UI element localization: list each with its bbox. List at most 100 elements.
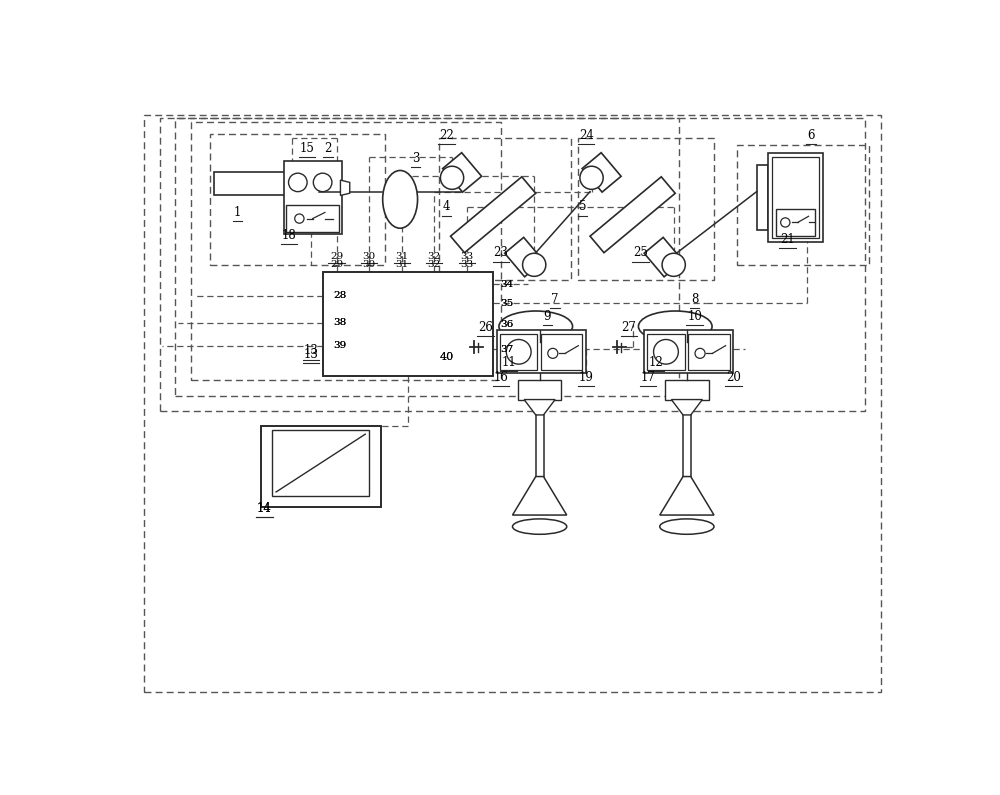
Text: 9: 9: [544, 309, 551, 323]
Circle shape: [654, 339, 678, 364]
Ellipse shape: [499, 311, 573, 342]
Text: 40: 40: [440, 352, 454, 363]
Bar: [578, 138, 714, 280]
Text: 5: 5: [578, 200, 586, 213]
Polygon shape: [590, 176, 675, 253]
Text: 22: 22: [439, 129, 454, 142]
Text: 17: 17: [641, 371, 656, 384]
Text: 34: 34: [500, 280, 514, 289]
Ellipse shape: [512, 519, 567, 534]
Text: 28: 28: [333, 291, 346, 300]
Text: 30: 30: [362, 260, 376, 270]
Text: 7: 7: [551, 293, 559, 305]
Text: 3: 3: [412, 152, 419, 165]
Text: 29: 29: [330, 252, 343, 261]
Bar: [284, 161, 342, 234]
Text: 31: 31: [395, 252, 408, 261]
Text: 35: 35: [500, 299, 514, 308]
Bar: [757, 165, 768, 230]
Circle shape: [313, 173, 332, 192]
Text: 38: 38: [333, 318, 346, 327]
Text: 37: 37: [500, 345, 514, 354]
Text: 27: 27: [621, 321, 636, 334]
Polygon shape: [340, 180, 350, 196]
Bar: [191, 122, 501, 380]
Polygon shape: [671, 400, 702, 415]
Text: 13: 13: [304, 344, 318, 357]
Bar: [768, 153, 822, 242]
Bar: [323, 273, 493, 377]
Text: 1: 1: [234, 206, 241, 219]
Text: 33: 33: [460, 260, 473, 270]
Text: 35: 35: [500, 299, 514, 308]
Bar: [772, 157, 819, 238]
Polygon shape: [451, 176, 536, 253]
Polygon shape: [644, 238, 683, 277]
Text: 24: 24: [579, 129, 594, 142]
Text: 4: 4: [443, 200, 450, 213]
Bar: [160, 118, 865, 411]
Ellipse shape: [638, 311, 712, 342]
Bar: [214, 173, 319, 196]
Bar: [644, 330, 733, 373]
Polygon shape: [660, 476, 714, 515]
Polygon shape: [582, 153, 621, 192]
Bar: [500, 334, 537, 370]
Text: 8: 8: [691, 293, 698, 305]
Text: 32: 32: [428, 252, 441, 261]
Bar: [175, 118, 679, 396]
Text: 29: 29: [330, 260, 343, 270]
Text: 32: 32: [428, 260, 441, 270]
Text: 31: 31: [395, 260, 408, 270]
Text: 6: 6: [807, 129, 815, 142]
Text: 28: 28: [333, 291, 346, 300]
Text: 36: 36: [500, 320, 514, 328]
Bar: [497, 330, 586, 373]
Bar: [261, 426, 381, 507]
Circle shape: [523, 254, 546, 277]
Bar: [688, 334, 730, 370]
Text: 36: 36: [500, 320, 514, 328]
Circle shape: [440, 166, 464, 189]
Text: 14: 14: [257, 502, 272, 515]
Text: 39: 39: [333, 341, 346, 350]
Bar: [737, 145, 869, 265]
Ellipse shape: [660, 519, 714, 534]
Circle shape: [506, 339, 531, 364]
Polygon shape: [512, 476, 567, 515]
Text: 40: 40: [440, 352, 454, 363]
Text: 39: 39: [333, 341, 346, 350]
Ellipse shape: [383, 170, 418, 228]
Text: 2: 2: [324, 142, 332, 155]
Polygon shape: [443, 153, 482, 192]
Polygon shape: [524, 400, 555, 415]
Text: 12: 12: [648, 355, 663, 369]
Polygon shape: [505, 238, 544, 277]
Bar: [647, 334, 685, 370]
Circle shape: [289, 173, 307, 192]
Text: 19: 19: [579, 371, 594, 384]
Text: 23: 23: [493, 246, 508, 259]
Bar: [518, 380, 561, 400]
Circle shape: [662, 254, 685, 277]
Text: 18: 18: [282, 229, 297, 242]
Bar: [541, 334, 582, 370]
Text: 37: 37: [500, 345, 514, 354]
Bar: [210, 134, 385, 265]
Text: 30: 30: [362, 252, 376, 261]
Text: 13: 13: [304, 348, 318, 361]
Bar: [272, 430, 369, 496]
Text: 25: 25: [633, 246, 648, 259]
Circle shape: [580, 166, 603, 189]
Text: 38: 38: [333, 318, 346, 327]
Bar: [665, 380, 709, 400]
Text: 20: 20: [726, 371, 741, 384]
Text: 33: 33: [460, 252, 473, 261]
Bar: [776, 208, 815, 235]
Bar: [286, 205, 339, 231]
Text: 26: 26: [478, 321, 493, 334]
Text: 11: 11: [501, 355, 516, 369]
Text: 16: 16: [493, 371, 508, 384]
Text: 34: 34: [500, 280, 514, 289]
Text: 10: 10: [687, 309, 702, 323]
